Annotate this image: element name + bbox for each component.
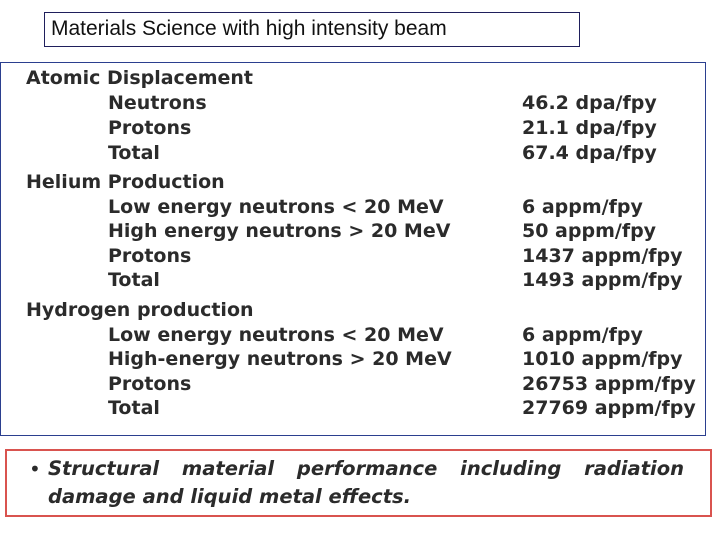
row-value: 6 appm/fpy (522, 196, 643, 218)
table-row: Total 27769 appm/fpy (1, 397, 705, 422)
table-row: Protons 21.1 dpa/fpy (1, 117, 705, 142)
table-row: High energy neutrons > 20 MeV 50 appm/fp… (1, 220, 705, 245)
row-label: Protons (108, 245, 192, 267)
row-value: 26753 appm/fpy (522, 373, 696, 395)
table-row: Neutrons 46.2 dpa/fpy (1, 92, 705, 117)
row-label: Neutrons (108, 92, 207, 114)
slide-title: Materials Science with high intensity be… (44, 12, 580, 47)
table-row: Protons 26753 appm/fpy (1, 373, 705, 398)
table-row: Total 67.4 dpa/fpy (1, 142, 705, 167)
section-heading: Atomic Displacement (26, 67, 253, 89)
bullet-icon: • (29, 457, 41, 481)
table-row: Protons 1437 appm/fpy (1, 245, 705, 270)
row-label: Low energy neutrons < 20 MeV (108, 196, 444, 218)
bullet-callout: • Structural material performance includ… (5, 449, 712, 517)
row-value: 21.1 dpa/fpy (522, 117, 657, 139)
section-heading-row: Hydrogen production (1, 299, 705, 324)
row-label: Low energy neutrons < 20 MeV (108, 324, 444, 346)
table-row: Low energy neutrons < 20 MeV 6 appm/fpy (1, 324, 705, 349)
table-row: High-energy neutrons > 20 MeV 1010 appm/… (1, 348, 705, 373)
row-value: 1493 appm/fpy (522, 269, 683, 291)
table-row: Low energy neutrons < 20 MeV 6 appm/fpy (1, 196, 705, 221)
row-label: High-energy neutrons > 20 MeV (108, 348, 452, 370)
row-label: High energy neutrons > 20 MeV (108, 220, 451, 242)
row-value: 50 appm/fpy (522, 220, 657, 242)
row-value: 27769 appm/fpy (522, 397, 696, 419)
section-heading: Helium Production (26, 171, 225, 193)
bullet-text: Structural material performance includin… (48, 457, 684, 508)
section-heading: Hydrogen production (26, 299, 254, 321)
table-row: Total 1493 appm/fpy (1, 269, 705, 294)
row-label: Protons (108, 373, 192, 395)
row-value: 1010 appm/fpy (522, 348, 683, 370)
row-value: 6 appm/fpy (522, 324, 643, 346)
section-heading-row: Helium Production (1, 171, 705, 196)
results-table: Atomic Displacement Neutrons 46.2 dpa/fp… (0, 62, 706, 436)
row-label: Total (108, 142, 160, 164)
row-value: 67.4 dpa/fpy (522, 142, 657, 164)
row-label: Total (108, 397, 160, 419)
row-value: 1437 appm/fpy (522, 245, 683, 267)
row-label: Protons (108, 117, 192, 139)
section-heading-row: Atomic Displacement (1, 67, 705, 92)
row-label: Total (108, 269, 160, 291)
row-value: 46.2 dpa/fpy (522, 92, 657, 114)
